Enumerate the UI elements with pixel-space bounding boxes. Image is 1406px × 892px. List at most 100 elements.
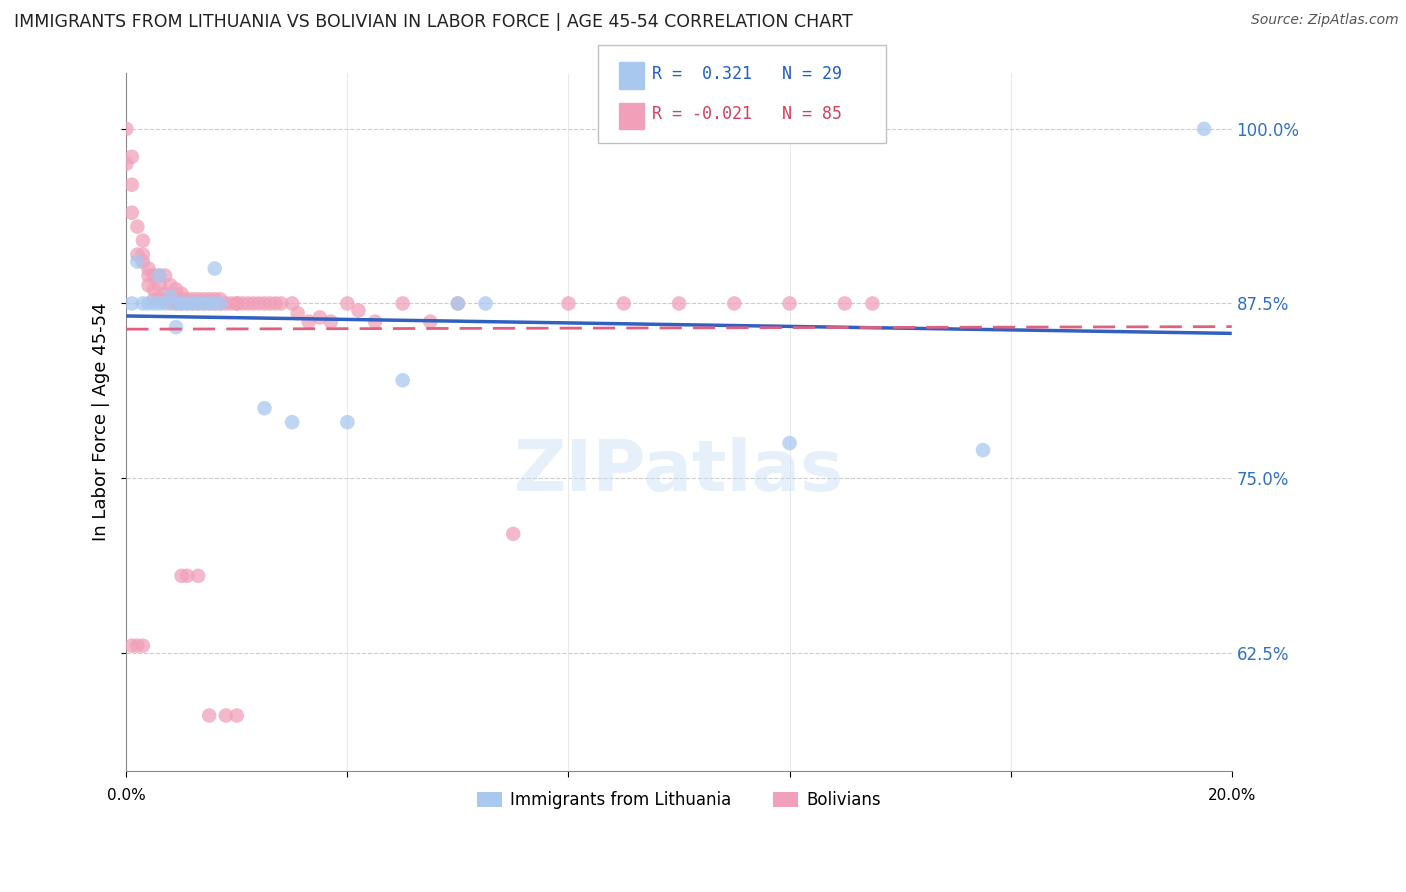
Point — [557, 296, 579, 310]
Text: R = -0.021   N = 85: R = -0.021 N = 85 — [652, 105, 842, 123]
Point — [215, 296, 238, 310]
Point — [336, 296, 359, 310]
Point — [253, 401, 276, 416]
Point — [138, 296, 160, 310]
Point — [159, 278, 181, 293]
Legend: Immigrants from Lithuania, Bolivians: Immigrants from Lithuania, Bolivians — [470, 784, 887, 815]
Point — [779, 436, 801, 450]
Point — [972, 443, 994, 458]
Point — [153, 296, 176, 310]
Point — [170, 296, 193, 310]
Point — [204, 292, 226, 306]
Point — [176, 569, 198, 583]
Point — [132, 247, 155, 261]
Text: 0.0%: 0.0% — [107, 789, 146, 803]
Point — [281, 415, 304, 429]
Point — [281, 296, 304, 310]
Point — [165, 320, 187, 334]
Point — [121, 205, 143, 219]
Point — [181, 296, 204, 310]
Point — [187, 569, 209, 583]
Point — [247, 296, 270, 310]
Point — [153, 286, 176, 301]
Point — [259, 296, 281, 310]
Point — [419, 315, 441, 329]
Point — [336, 415, 359, 429]
Point — [148, 292, 170, 306]
Point — [148, 278, 170, 293]
Point — [115, 157, 138, 171]
Y-axis label: In Labor Force | Age 45-54: In Labor Force | Age 45-54 — [93, 303, 110, 541]
Point — [253, 296, 276, 310]
Point — [187, 296, 209, 310]
Point — [153, 268, 176, 283]
Point — [862, 296, 884, 310]
Point — [165, 283, 187, 297]
Point — [193, 296, 215, 310]
Point — [159, 296, 181, 310]
Point — [176, 296, 198, 310]
Point — [287, 306, 309, 320]
Point — [225, 296, 247, 310]
Point — [142, 292, 165, 306]
Point — [225, 708, 247, 723]
Point — [308, 310, 330, 325]
Point — [121, 639, 143, 653]
Point — [176, 292, 198, 306]
Point — [138, 278, 160, 293]
Point — [364, 315, 387, 329]
Point — [159, 289, 181, 303]
Point — [1192, 121, 1215, 136]
Point — [221, 296, 243, 310]
Point — [138, 268, 160, 283]
Point — [153, 292, 176, 306]
Point — [138, 261, 160, 276]
Point — [834, 296, 856, 310]
Point — [142, 268, 165, 283]
Point — [502, 527, 524, 541]
Point — [474, 296, 496, 310]
Point — [193, 292, 215, 306]
Point — [447, 296, 470, 310]
Point — [127, 254, 149, 268]
Point — [148, 268, 170, 283]
Point — [298, 315, 321, 329]
Point — [209, 296, 232, 310]
Point — [270, 296, 292, 310]
Point — [132, 296, 155, 310]
Point — [165, 296, 187, 310]
Text: IMMIGRANTS FROM LITHUANIA VS BOLIVIAN IN LABOR FORCE | AGE 45-54 CORRELATION CHA: IMMIGRANTS FROM LITHUANIA VS BOLIVIAN IN… — [14, 13, 853, 31]
Point — [236, 296, 259, 310]
Point — [391, 373, 413, 387]
Point — [132, 639, 155, 653]
Point — [391, 296, 413, 310]
Point — [668, 296, 690, 310]
Point — [132, 234, 155, 248]
Point — [198, 292, 221, 306]
Point — [347, 303, 370, 318]
Point — [204, 296, 226, 310]
Point — [209, 292, 232, 306]
Point — [187, 292, 209, 306]
Point — [447, 296, 470, 310]
Point — [198, 708, 221, 723]
Point — [142, 283, 165, 297]
Point — [204, 261, 226, 276]
Point — [121, 178, 143, 192]
Point — [264, 296, 287, 310]
Point — [209, 296, 232, 310]
Point — [215, 708, 238, 723]
Point — [187, 296, 209, 310]
Point — [170, 569, 193, 583]
Point — [779, 296, 801, 310]
Point — [319, 315, 342, 329]
Point — [132, 254, 155, 268]
Point — [115, 121, 138, 136]
Point — [170, 292, 193, 306]
Text: 20.0%: 20.0% — [1208, 789, 1256, 803]
Point — [198, 296, 221, 310]
Point — [231, 296, 253, 310]
Point — [170, 296, 193, 310]
Text: Source: ZipAtlas.com: Source: ZipAtlas.com — [1251, 13, 1399, 28]
Point — [148, 268, 170, 283]
